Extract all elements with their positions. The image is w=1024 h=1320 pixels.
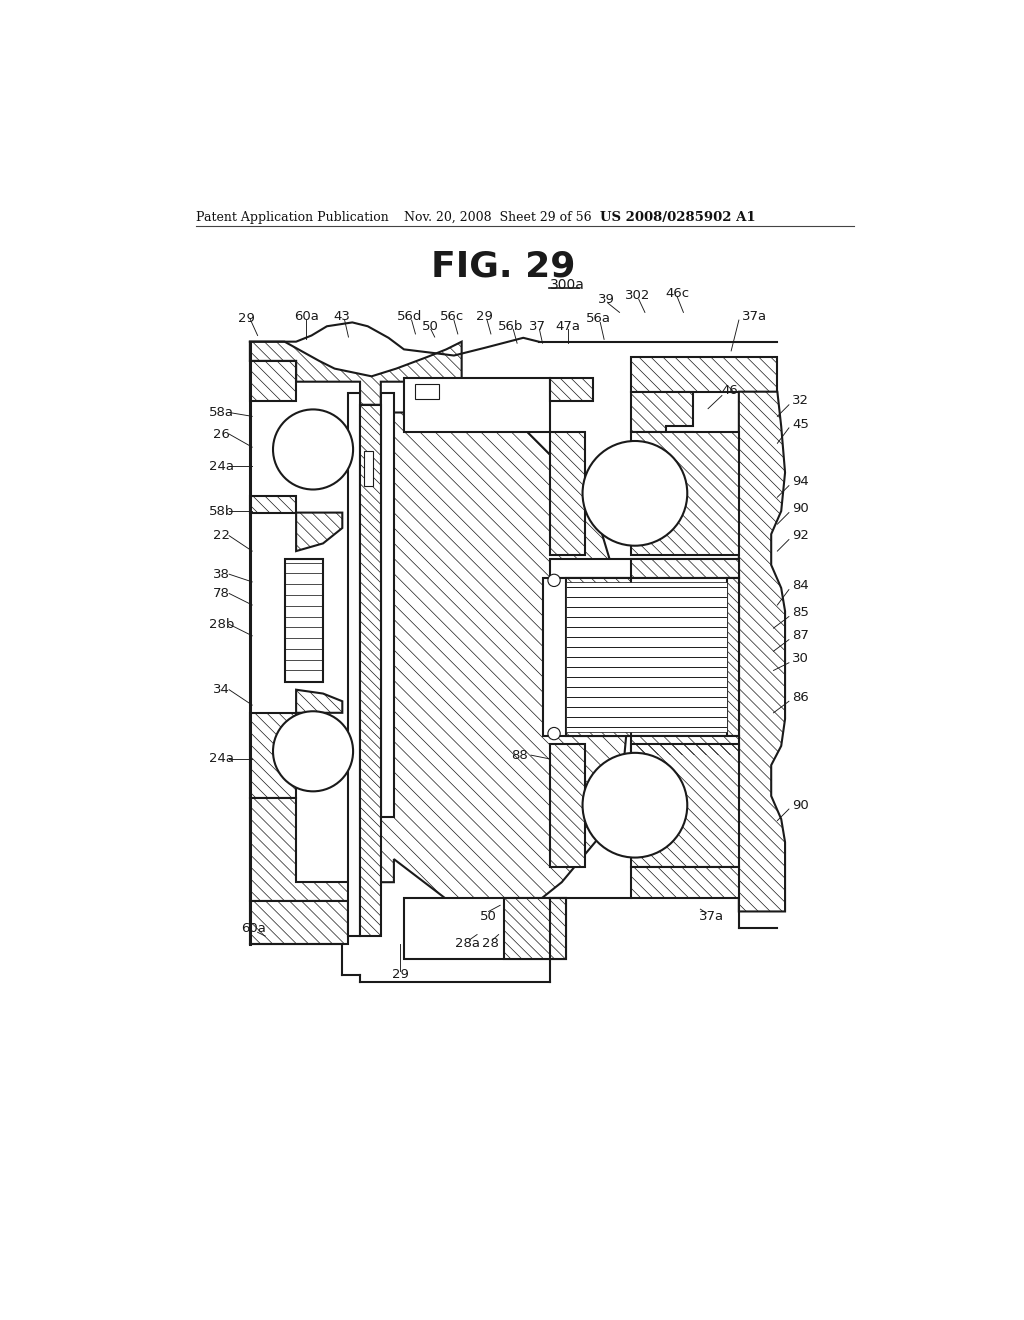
Polygon shape <box>250 496 296 512</box>
Text: Patent Application Publication: Patent Application Publication <box>196 211 389 224</box>
Polygon shape <box>550 378 593 401</box>
Polygon shape <box>296 512 342 552</box>
Polygon shape <box>631 737 739 755</box>
Text: 56c: 56c <box>440 310 465 323</box>
Polygon shape <box>565 578 631 737</box>
Circle shape <box>273 711 353 792</box>
Text: Nov. 20, 2008  Sheet 29 of 56: Nov. 20, 2008 Sheet 29 of 56 <box>403 211 592 224</box>
Polygon shape <box>631 743 739 867</box>
Bar <box>364 451 373 486</box>
Text: 37a: 37a <box>741 310 767 323</box>
Polygon shape <box>739 392 785 911</box>
Text: 24a: 24a <box>209 459 233 473</box>
Text: 45: 45 <box>792 417 809 430</box>
Text: 46: 46 <box>721 384 738 397</box>
Text: 302: 302 <box>625 289 650 302</box>
Text: 50: 50 <box>480 911 497 924</box>
Text: 56b: 56b <box>499 319 523 333</box>
Text: 58b: 58b <box>209 504 234 517</box>
Text: 29: 29 <box>476 310 494 323</box>
Text: 78: 78 <box>213 587 229 601</box>
Text: 29: 29 <box>391 968 409 981</box>
Text: 58a: 58a <box>209 407 233 418</box>
Text: 86: 86 <box>793 690 809 704</box>
Bar <box>403 898 565 960</box>
Polygon shape <box>381 393 394 817</box>
Text: 90: 90 <box>793 799 809 812</box>
Bar <box>403 378 550 432</box>
Text: US 2008/0285902 A1: US 2008/0285902 A1 <box>600 211 756 224</box>
Polygon shape <box>631 867 739 898</box>
Polygon shape <box>631 558 739 578</box>
Text: 39: 39 <box>598 293 614 306</box>
Polygon shape <box>348 393 360 936</box>
Text: 28b: 28b <box>209 618 234 631</box>
Text: 28: 28 <box>482 937 500 950</box>
Circle shape <box>548 574 560 586</box>
Polygon shape <box>250 342 462 405</box>
Polygon shape <box>360 405 381 936</box>
Bar <box>416 384 438 400</box>
Bar <box>550 558 739 578</box>
Text: 30: 30 <box>792 652 809 665</box>
Text: 92: 92 <box>792 529 809 543</box>
Text: FIG. 29: FIG. 29 <box>431 249 575 284</box>
Text: 38: 38 <box>213 568 229 581</box>
Text: 50: 50 <box>423 319 439 333</box>
Text: 37: 37 <box>528 319 546 333</box>
Text: 56a: 56a <box>586 312 611 325</box>
Text: 87: 87 <box>792 630 809 643</box>
Bar <box>543 578 739 737</box>
Polygon shape <box>631 358 777 392</box>
Text: 85: 85 <box>792 606 809 619</box>
Text: 32: 32 <box>792 395 809 408</box>
Polygon shape <box>296 689 342 713</box>
Text: 34: 34 <box>213 684 229 696</box>
Text: 88: 88 <box>511 748 527 762</box>
Text: 26: 26 <box>213 428 229 441</box>
Text: 60a: 60a <box>242 921 266 935</box>
Polygon shape <box>381 412 631 928</box>
Circle shape <box>583 441 687 545</box>
Polygon shape <box>727 578 739 737</box>
Bar <box>565 582 727 733</box>
Polygon shape <box>250 797 360 902</box>
Text: 29: 29 <box>238 312 255 325</box>
Text: 28a: 28a <box>456 937 480 950</box>
Polygon shape <box>550 743 585 867</box>
Text: 22: 22 <box>213 529 230 543</box>
Text: 90: 90 <box>793 502 809 515</box>
Polygon shape <box>250 360 296 401</box>
Text: 24a: 24a <box>209 752 233 766</box>
Polygon shape <box>631 432 739 554</box>
Circle shape <box>548 727 560 739</box>
Circle shape <box>583 752 687 858</box>
Text: 56d: 56d <box>396 310 422 323</box>
Text: 300a: 300a <box>550 277 585 292</box>
Polygon shape <box>504 898 565 960</box>
Text: 84: 84 <box>793 579 809 593</box>
Circle shape <box>273 409 353 490</box>
Bar <box>285 558 323 682</box>
Text: 47a: 47a <box>555 319 581 333</box>
Text: 37a: 37a <box>699 911 724 924</box>
Polygon shape <box>550 432 585 554</box>
Text: 94: 94 <box>793 475 809 488</box>
Text: 46c: 46c <box>666 286 689 300</box>
Text: 43: 43 <box>334 310 351 323</box>
Polygon shape <box>250 713 296 797</box>
Polygon shape <box>250 902 348 944</box>
Polygon shape <box>631 392 692 457</box>
Text: 60a: 60a <box>294 310 318 323</box>
